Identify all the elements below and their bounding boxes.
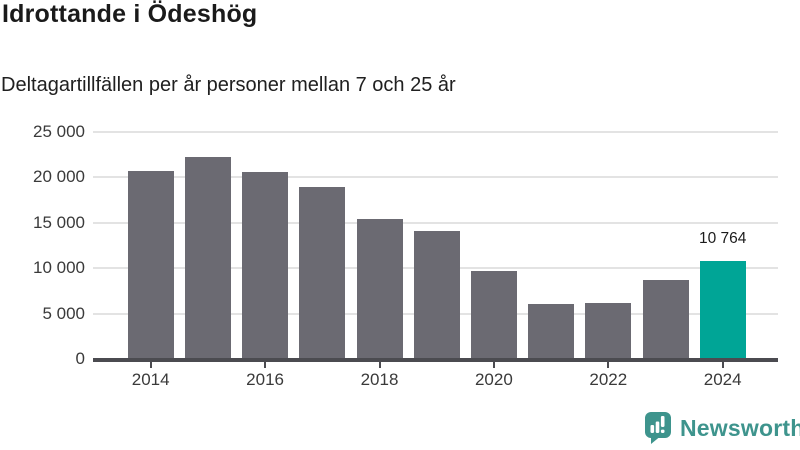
x-tick-2024 xyxy=(721,362,724,368)
x-axis-line xyxy=(93,358,778,362)
highlight-value-label: 10 764 xyxy=(698,230,747,248)
y-tick-label-15000: 15 000 xyxy=(33,212,85,232)
x-tick-label-2018: 2018 xyxy=(360,370,399,389)
bar-2014 xyxy=(127,170,174,359)
bar-2019 xyxy=(413,230,460,359)
bar-2024 xyxy=(699,261,746,359)
newsworthy-logo: Newsworthy xyxy=(643,411,800,445)
bar-2022 xyxy=(585,303,632,359)
y-tick-label-5000: 5 000 xyxy=(42,303,85,323)
x-tick-label-2014: 2014 xyxy=(131,370,170,389)
x-tick-label-2020: 2020 xyxy=(474,370,513,389)
y-tick-label-25000: 25 000 xyxy=(33,121,85,141)
bar-2015 xyxy=(184,156,231,359)
y-tick-label-20000: 20 000 xyxy=(33,167,85,186)
x-tick-2022 xyxy=(607,362,610,368)
newsworthy-wordmark: Newsworthy xyxy=(680,414,800,441)
x-tick-label-2024: 2024 xyxy=(703,370,742,389)
y-tick-label-0: 0 xyxy=(75,349,85,368)
bar-2018 xyxy=(356,219,403,359)
chart-title: Idrottande i Ödeshög xyxy=(2,0,258,28)
bar-2023 xyxy=(642,280,689,359)
x-tick-2016 xyxy=(264,362,267,368)
bar-2021 xyxy=(528,303,575,359)
x-tick-2014 xyxy=(149,362,152,368)
x-tick-label-2016: 2016 xyxy=(246,370,284,389)
gridline-20000 xyxy=(93,176,778,178)
bar-2020 xyxy=(470,270,517,359)
gridline-15000 xyxy=(93,221,778,224)
y-tick-label-10000: 10 000 xyxy=(33,258,85,277)
gridline-25000 xyxy=(93,130,778,133)
newsworthy-bubble-chart-icon xyxy=(645,412,671,444)
x-tick-2020 xyxy=(492,362,495,368)
chart-subtitle: Deltagartillfällen per år personer mella… xyxy=(1,74,456,96)
bar-2017 xyxy=(299,187,346,359)
x-tick-2018 xyxy=(378,362,381,368)
x-tick-label-2022: 2022 xyxy=(589,370,628,389)
bar-2016 xyxy=(242,171,289,359)
